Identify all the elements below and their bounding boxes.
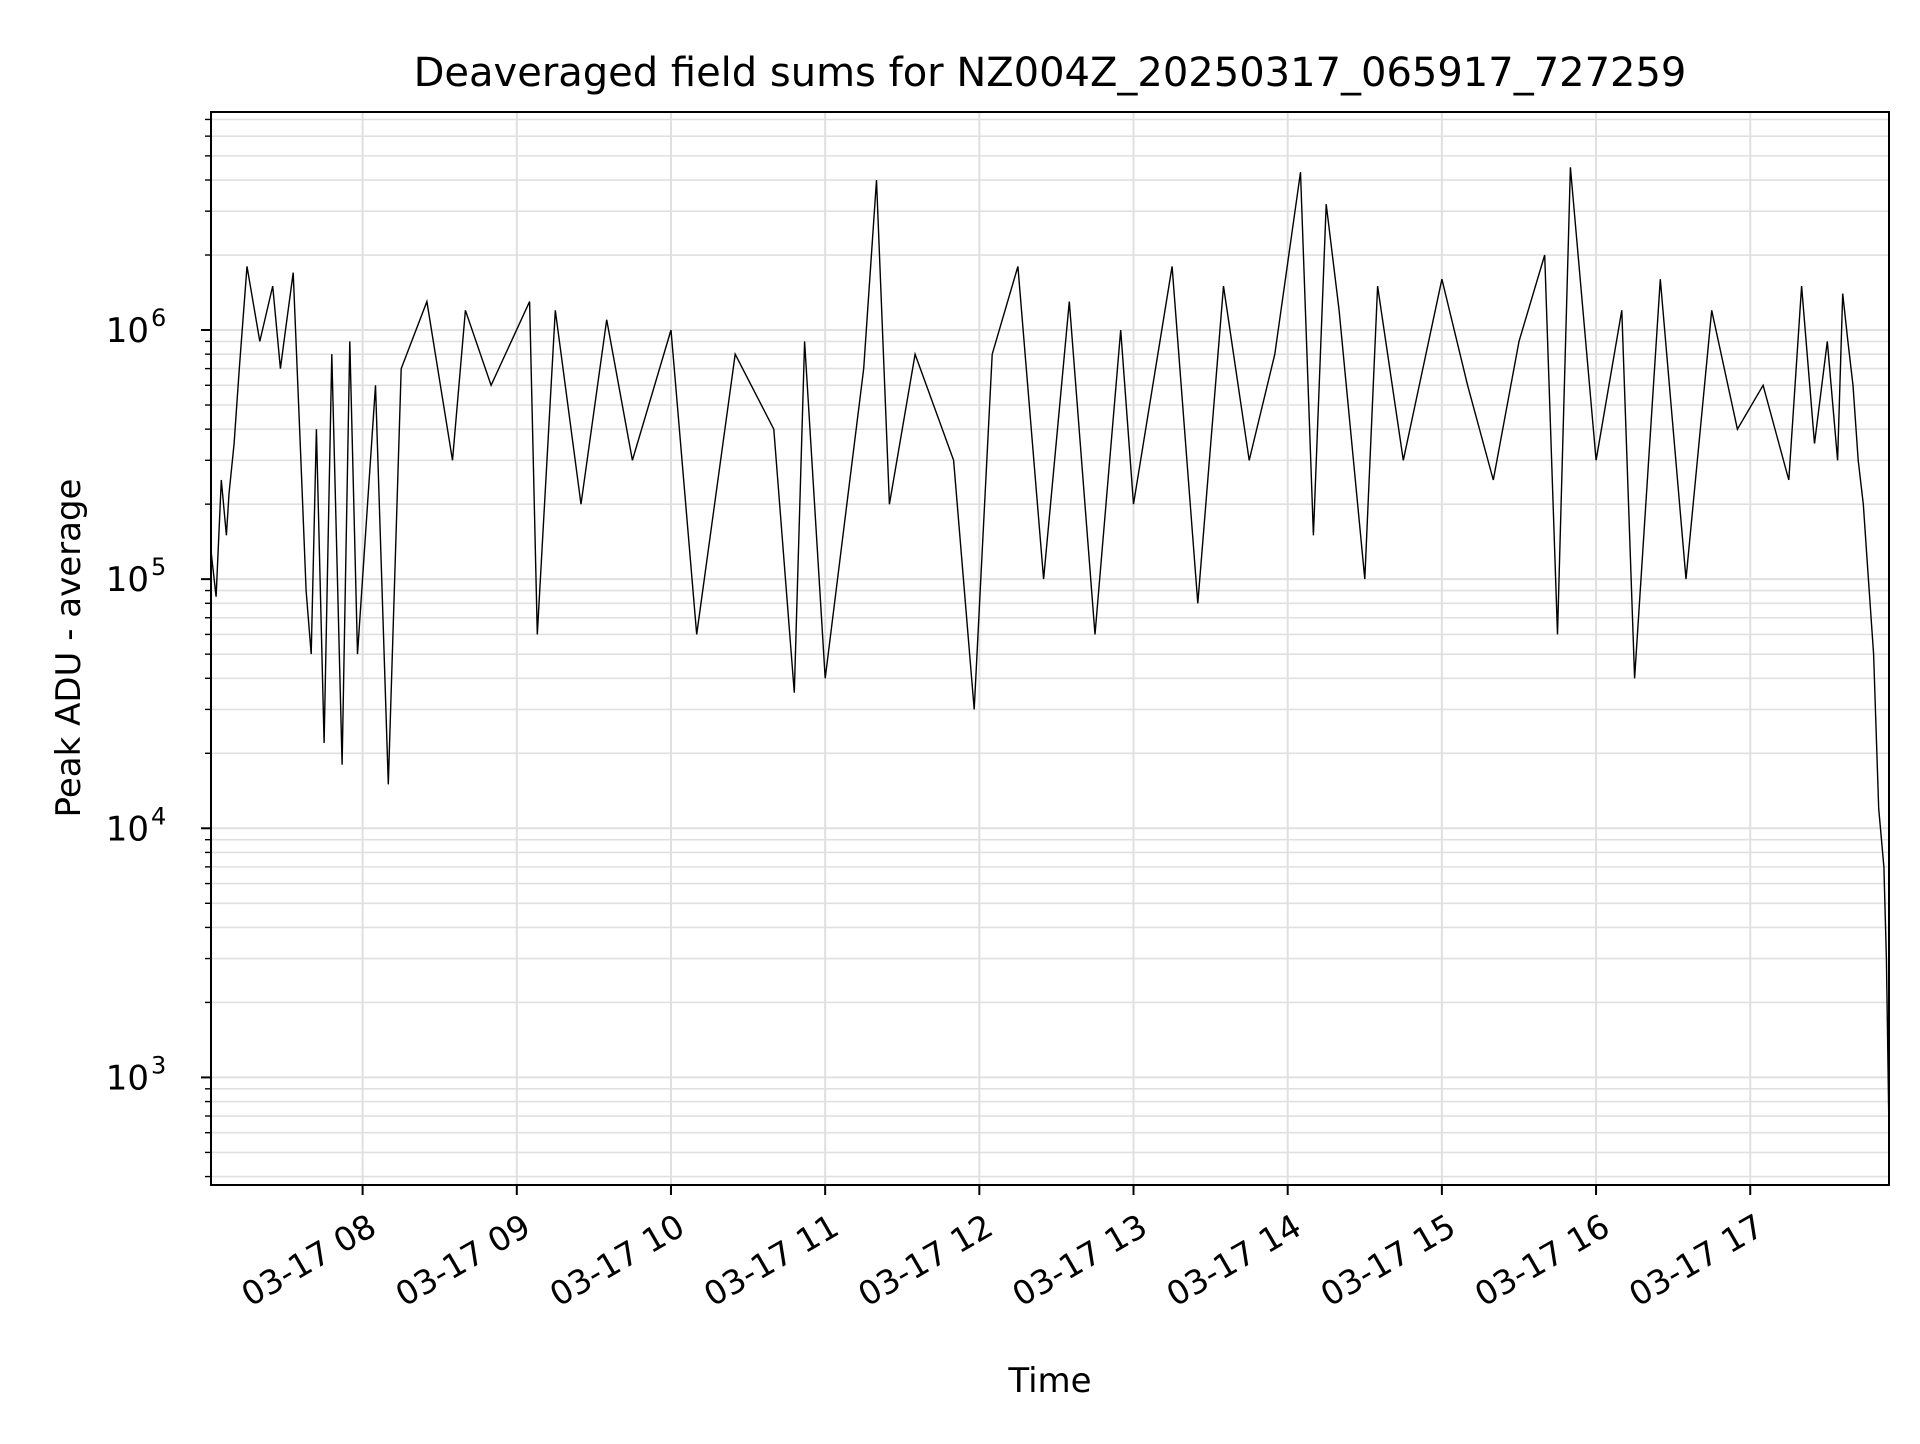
y-tick-label: 10 — [106, 1058, 149, 1098]
y-tick-label: 10 — [106, 311, 149, 351]
plot-frame — [210, 111, 1890, 1186]
series-line — [210, 167, 1890, 1133]
y-tick-exponent: 6 — [151, 304, 166, 332]
y-tick-exponent: 5 — [151, 553, 166, 581]
y-tick-label: 10 — [106, 809, 149, 849]
y-tick-exponent: 4 — [151, 802, 166, 830]
x-axis-label: Time — [1007, 1361, 1091, 1401]
y-tick-exponent: 3 — [151, 1051, 166, 1079]
plot-layer — [210, 167, 1890, 1133]
chart-title: Deaveraged field sums for NZ004Z_2025031… — [414, 50, 1687, 96]
grid-layer — [211, 112, 1889, 1185]
y-tick-label: 10 — [106, 560, 149, 600]
y-axis-label: Peak ADU - average — [49, 479, 89, 818]
